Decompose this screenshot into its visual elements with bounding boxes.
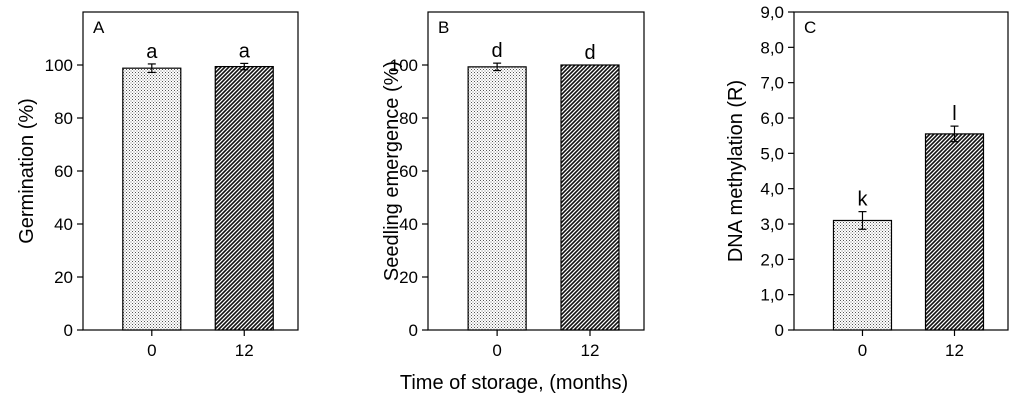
- y-tick-label: 0: [64, 321, 73, 340]
- panel-label: C: [804, 18, 816, 37]
- panel-label: A: [93, 18, 105, 37]
- significance-label: d: [584, 42, 595, 64]
- y-axis-title: DNA methylation (R): [725, 80, 747, 262]
- y-tick-label: 80: [399, 109, 418, 128]
- y-tick-label: 7,0: [760, 74, 784, 93]
- y-tick-label: 4,0: [760, 180, 784, 199]
- y-tick-label: 6,0: [760, 109, 784, 128]
- significance-label: k: [857, 189, 868, 211]
- y-tick-label: 60: [399, 162, 418, 181]
- y-tick-label: 80: [54, 109, 73, 128]
- y-tick-label: 1,0: [760, 286, 784, 305]
- chart-panel-c: C 0 1,0 2,0 3,0 4,0 5,0 6,0 7,0 8,0 9,0 DNA methyla…: [725, 3, 1009, 360]
- bar: [214, 65, 274, 331]
- y-tick-label: 0: [775, 321, 784, 340]
- y-tick-label: 40: [54, 215, 73, 234]
- significance-label: d: [492, 40, 503, 62]
- y-tick-label: 5,0: [760, 144, 784, 163]
- y-tick-label: 60: [54, 162, 73, 181]
- y-tick-label: 20: [399, 268, 418, 287]
- bar: [560, 64, 620, 331]
- x-tick-label: 12: [581, 341, 600, 360]
- bar: [832, 219, 893, 331]
- significance-label: a: [239, 40, 251, 62]
- y-axis-title: Seedling emergence (%): [381, 61, 403, 281]
- x-tick-label: 0: [492, 341, 501, 360]
- chart-panel-a: A 0 20 40 60 80 100 Germination (%) a 0 a 12: [16, 11, 299, 360]
- x-axis-title: Time of storage, (months): [399, 372, 629, 394]
- y-tick-label: 100: [390, 56, 418, 75]
- bar: [467, 66, 527, 331]
- y-tick-label: 0: [409, 321, 418, 340]
- significance-label: a: [146, 41, 158, 63]
- significance-label: l: [952, 103, 956, 125]
- panel-label: B: [438, 18, 449, 37]
- x-tick-label: 0: [858, 341, 867, 360]
- x-tick-label: 0: [147, 341, 156, 360]
- y-axis-title: Germination (%): [16, 98, 38, 244]
- y-tick-label: 8,0: [760, 38, 784, 57]
- y-tick-label: 100: [45, 56, 73, 75]
- y-tick-label: 20: [54, 268, 73, 287]
- plot-frame: [793, 11, 1009, 331]
- x-tick-label: 12: [235, 341, 254, 360]
- bar: [122, 67, 182, 331]
- y-tick-label: 2,0: [760, 250, 784, 269]
- y-tick-label: 3,0: [760, 215, 784, 234]
- x-tick-label: 12: [945, 341, 964, 360]
- y-tick-label: 9,0: [760, 3, 784, 22]
- y-tick-label: 40: [399, 215, 418, 234]
- bar: [924, 133, 985, 331]
